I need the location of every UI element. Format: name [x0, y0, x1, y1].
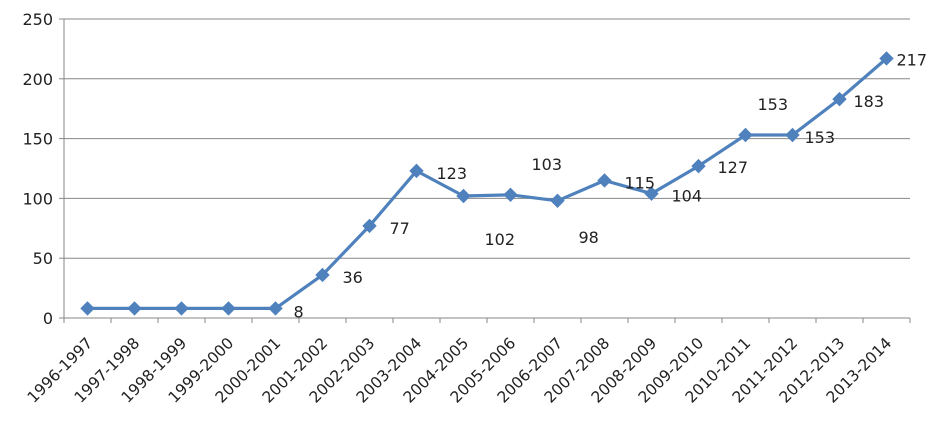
data-point-2013-2014: [879, 51, 894, 66]
data-point-1996-1997: [80, 301, 95, 316]
data-point-1997-1998: [127, 301, 142, 316]
y-tick-label: 0: [43, 309, 53, 328]
data-point-2003-2004: [409, 163, 424, 179]
axes: [59, 18, 911, 323]
data-point-2012-2013: [832, 91, 847, 107]
data-point-2005-2006: [503, 187, 518, 203]
data-point-2009-2010: [691, 158, 706, 174]
gridlines: [64, 18, 910, 259]
data-point-1999-2000: [221, 301, 236, 316]
y-tick-label: 150: [22, 130, 53, 149]
y-tick-label: 100: [22, 189, 53, 208]
x-axis-tick-labels: 1996-19971997-19981998-19991999-20002000…: [24, 334, 895, 406]
data-labels: 8 36 77 123 102 103 98 115 104 127 153 153 183 217: [294, 50, 927, 321]
data-label: 183: [854, 92, 885, 111]
series-group: [80, 51, 894, 316]
data-label: 98: [579, 228, 599, 247]
data-label: 103: [532, 155, 563, 174]
data-label: 104: [672, 187, 703, 206]
y-tick-label: 200: [22, 70, 53, 89]
data-label: 115: [625, 173, 656, 192]
series-line: [85, 56, 889, 310]
data-label: 102: [485, 230, 516, 249]
data-point-2000-2001: [268, 301, 283, 316]
data-point-1998-1999: [174, 301, 189, 316]
data-label: 153: [758, 95, 789, 114]
data-point-2002-2003: [362, 218, 377, 234]
data-label: 36: [343, 268, 363, 287]
y-tick-label: 50: [33, 249, 53, 268]
data-point-2008-2009: [644, 186, 659, 201]
data-label: 77: [390, 219, 410, 238]
data-label: 153: [805, 128, 836, 147]
y-tick-label: 250: [22, 10, 53, 29]
data-point-2004-2005: [456, 188, 471, 204]
y-axis-tick-labels: 0 50 100 150 200 250: [22, 10, 53, 328]
data-point-2011-2012: [785, 127, 800, 143]
data-label: 217: [897, 50, 927, 69]
data-point-2007-2008: [597, 173, 612, 188]
data-point-2006-2007: [550, 193, 565, 208]
data-point-2010-2011: [738, 127, 753, 143]
data-label: 127: [718, 158, 749, 177]
data-label: 8: [294, 302, 304, 321]
data-label: 123: [437, 164, 468, 183]
data-point-2001-2002: [315, 267, 330, 283]
